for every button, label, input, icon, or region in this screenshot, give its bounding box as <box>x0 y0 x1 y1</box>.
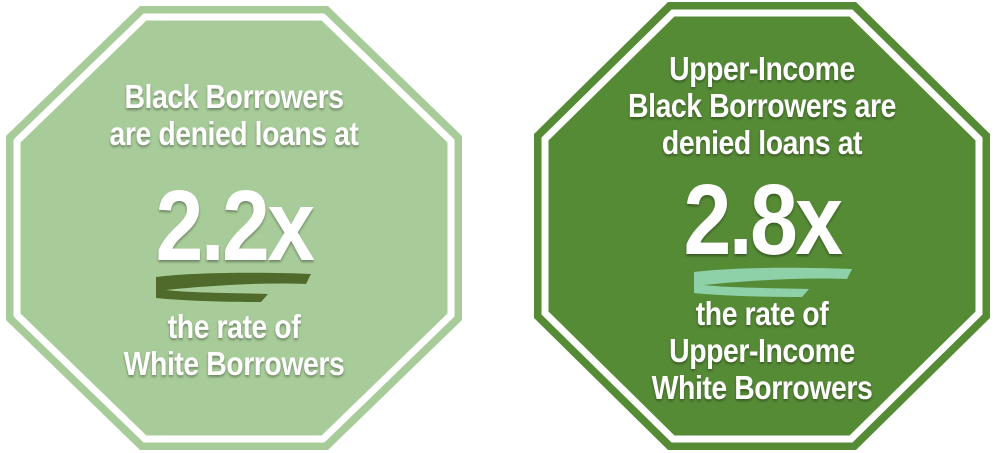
left-stop-sign: Black Borrowers are denied loans at 2.2x… <box>6 6 462 450</box>
right-footer: the rate of Upper-Income White Borrowers <box>566 295 958 406</box>
right-footer-line-2: Upper-Income <box>669 332 855 369</box>
left-headline-line-1: Black Borrowers <box>124 78 344 115</box>
left-octagon-shape <box>6 6 462 450</box>
right-footer-line-3: White Borrowers <box>651 369 873 406</box>
right-headline-line-1: Upper-Income <box>669 50 855 87</box>
left-footer-line-1: the rate of <box>167 308 301 345</box>
left-footer: the rate of White Borrowers <box>38 308 430 382</box>
right-headline-line-2: Black Borrowers are <box>628 87 896 124</box>
right-stop-sign: Upper-Income Black Borrowers are denied … <box>534 2 990 450</box>
right-octagon-shape <box>534 2 990 450</box>
left-multiplier: 2.2x <box>155 170 315 282</box>
left-headline: Black Borrowers are denied loans at <box>38 78 430 152</box>
left-underline-stripe <box>156 272 311 302</box>
right-underline-stripe <box>694 267 852 297</box>
right-multiplier: 2.8x <box>683 164 843 276</box>
right-headline-line-3: denied loans at <box>661 124 863 161</box>
right-headline: Upper-Income Black Borrowers are denied … <box>566 50 958 161</box>
right-footer-line-1: the rate of <box>695 295 829 332</box>
left-footer-line-2: White Borrowers <box>123 345 345 382</box>
left-headline-line-2: are denied loans at <box>109 115 359 152</box>
